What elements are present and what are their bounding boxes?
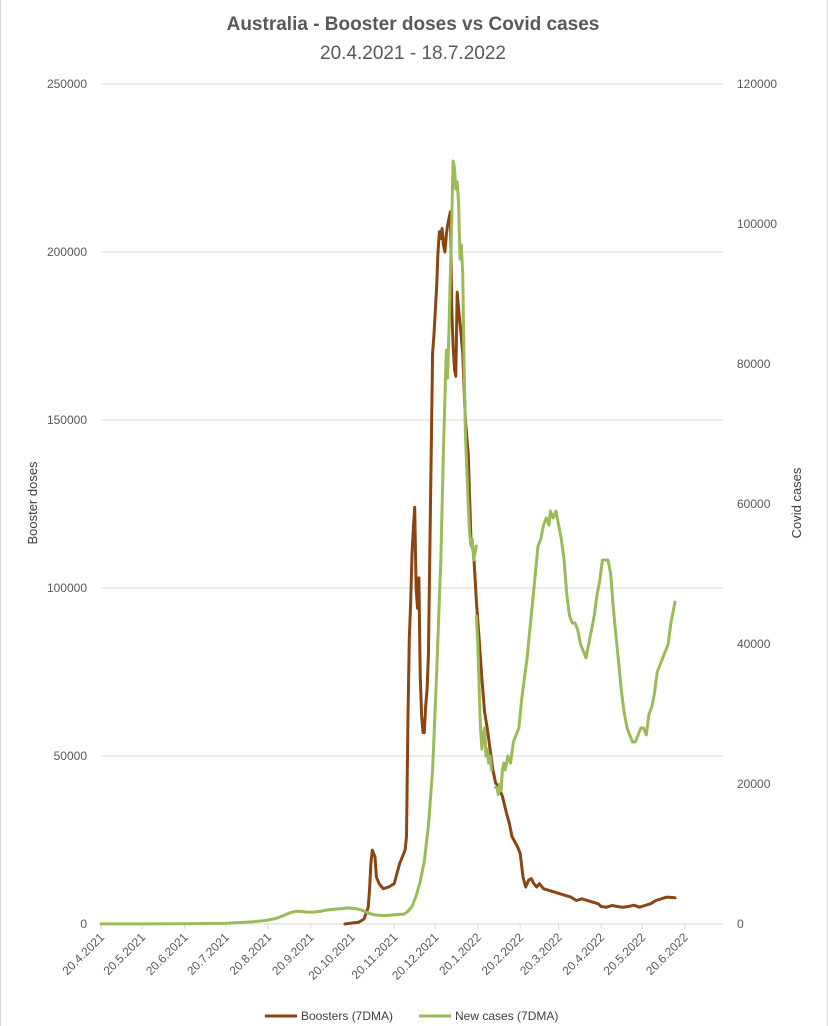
left-tick-label: 0 [80,917,87,931]
left-tick-label: 50000 [54,749,88,763]
cases-series-line [474,614,493,772]
right-tick-label: 40000 [737,637,771,651]
left-axis: 0 50000 100000 150000 200000 250000 [47,77,87,931]
x-tick-label: 20.1.2022 [436,930,484,978]
x-tick-label: 20.5.2022 [601,930,649,978]
x-tick-label: 20.8.2021 [227,930,275,978]
cases-series-line [494,509,677,796]
right-tick-label: 60000 [737,497,771,511]
boosters-series-line [343,210,677,926]
left-axis-title: Booster doses [25,461,40,545]
x-tick-label: 20.4.2021 [59,930,107,978]
series-layer [99,159,677,926]
x-tick-label: 20.5.2021 [101,930,149,978]
x-tick-label: 20.6.2022 [643,930,691,978]
legend: Boosters (7DMA) New cases (7DMA) [265,1009,558,1023]
right-axis-title: Covid cases [789,467,804,538]
chart-title: Australia - Booster doses vs Covid cases [227,14,600,35]
gridlines [101,83,723,925]
cases-series-line [99,159,478,926]
x-axis: 20.4.202120.5.202120.6.202120.7.202120.8… [59,923,723,983]
x-tick-label: 20.6.2021 [143,930,191,978]
left-tick-label: 150000 [47,413,87,427]
right-tick-label: 0 [737,917,744,931]
x-tick-label: 20.4.2022 [560,930,608,978]
left-tick-label: 100000 [47,581,87,595]
left-tick-label: 200000 [47,245,87,259]
chart-subtitle: 20.4.2021 - 18.7.2022 [320,43,506,64]
x-tick-label: 20.3.2022 [517,930,565,978]
right-tick-label: 120000 [737,77,777,91]
legend-label: New cases (7DMA) [455,1009,558,1023]
right-axis: 0 20000 40000 60000 80000 100000 120000 [737,77,777,931]
right-tick-label: 80000 [737,357,771,371]
legend-label: Boosters (7DMA) [301,1009,393,1023]
x-tick-label: 20.7.2021 [184,930,232,978]
right-tick-label: 100000 [737,217,777,231]
right-tick-label: 20000 [737,777,771,791]
left-tick-label: 250000 [47,77,87,91]
